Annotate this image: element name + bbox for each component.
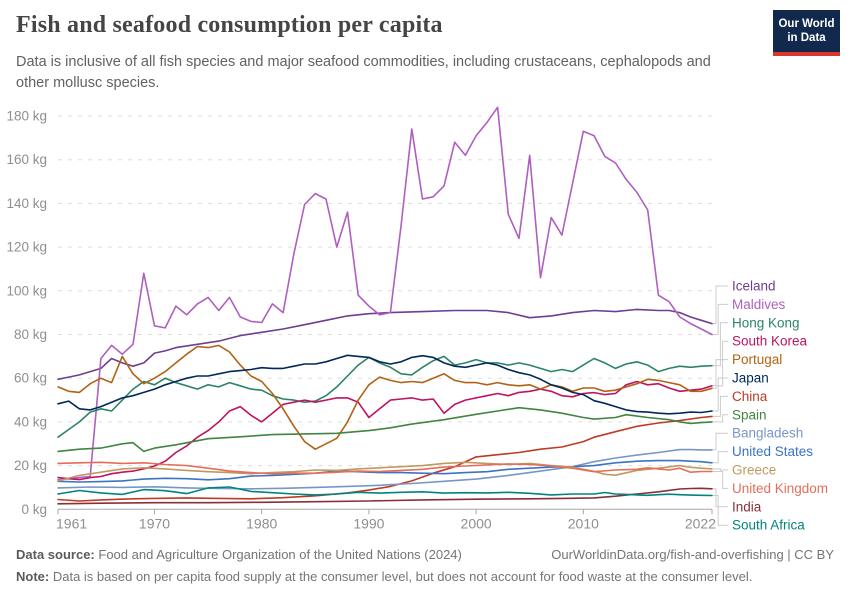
series-line-united-states[interactable] [57,459,713,483]
y-tick-label: 40 kg [14,414,47,429]
owid-logo-text: Our World in Data [773,10,840,52]
y-tick-label: 100 kg [6,283,47,298]
series-line-south-korea[interactable] [57,380,713,481]
chart-footer: Data source: Food and Agriculture Organi… [16,544,834,588]
data-source: Data source: Food and Agriculture Organi… [16,547,462,562]
legend-label-india[interactable]: India [732,499,762,514]
x-tick-label: 2000 [461,515,492,531]
legend-label-maldives[interactable]: Maldives [732,297,786,312]
legend-label-south-korea[interactable]: South Korea [732,334,808,349]
legend-label-bangladesh[interactable]: Bangladesh [732,426,803,441]
series-line-japan[interactable] [57,354,713,415]
owid-logo-stripe [773,51,840,56]
legend-label-japan[interactable]: Japan [732,371,769,386]
legend-connectors [713,285,728,526]
gridlines [58,115,712,510]
owid-link[interactable]: OurWorldinData.org/fish-and-overfishing … [551,547,834,562]
series-line-hong-kong[interactable] [57,355,713,439]
legend: Iceland Maldives Hong Kong South Korea Portu… [732,279,828,533]
series-line-bangladesh[interactable] [57,448,713,490]
legend-label-greece[interactable]: Greece [732,463,776,478]
y-axis-labels: 0 kg 20 kg 40 kg 60 kg 80 kg 100 kg 120 kg 140 … [6,109,47,517]
x-tick-label: 2022 [685,515,716,531]
y-tick-label: 120 kg [6,240,47,255]
series-line-south-africa[interactable] [57,486,713,497]
series-line-greece[interactable] [57,461,713,482]
legend-label-china[interactable]: China [732,389,768,404]
x-tick-label: 1970 [139,515,170,531]
y-tick-label: 60 kg [14,371,47,386]
owid-logo: Our World in Data [773,10,840,56]
series-line-iceland[interactable] [57,308,713,381]
x-tick-label: 1961 [56,515,87,531]
series-line-portugal[interactable] [57,344,713,451]
page-title: Fish and seafood consumption per capita [16,12,443,38]
y-tick-label: 0 kg [21,502,47,517]
legend-label-spain[interactable]: Spain [732,407,767,422]
legend-label-south-africa[interactable]: South Africa [732,518,805,533]
legend-label-united-states[interactable]: United States [732,444,813,459]
x-tick-label: 1990 [353,515,384,531]
chart-subtitle: Data is inclusive of all fish species an… [16,54,711,92]
x-axis: 1961 1970 1980 1990 2000 2010 2022 [56,509,716,531]
series-line-india[interactable] [57,487,713,505]
series-line-united-kingdom[interactable] [57,461,713,475]
y-tick-label: 20 kg [14,458,47,473]
legend-label-iceland[interactable]: Iceland [732,279,776,294]
legend-label-united-kingdom[interactable]: United Kingdom [732,481,828,496]
x-tick-label: 2010 [568,515,599,531]
series-lines [57,106,713,505]
y-tick-label: 140 kg [6,196,47,211]
legend-label-portugal[interactable]: Portugal [732,352,782,367]
y-tick-label: 180 kg [6,109,47,124]
y-tick-label: 160 kg [6,152,47,167]
chart-note: Note: Data is based on per capita food s… [16,569,753,585]
legend-label-hong-kong[interactable]: Hong Kong [732,315,800,330]
series-line-spain[interactable] [57,406,713,453]
series-line-maldives[interactable] [57,106,713,481]
y-tick-label: 80 kg [14,327,47,342]
x-tick-label: 1980 [246,515,277,531]
